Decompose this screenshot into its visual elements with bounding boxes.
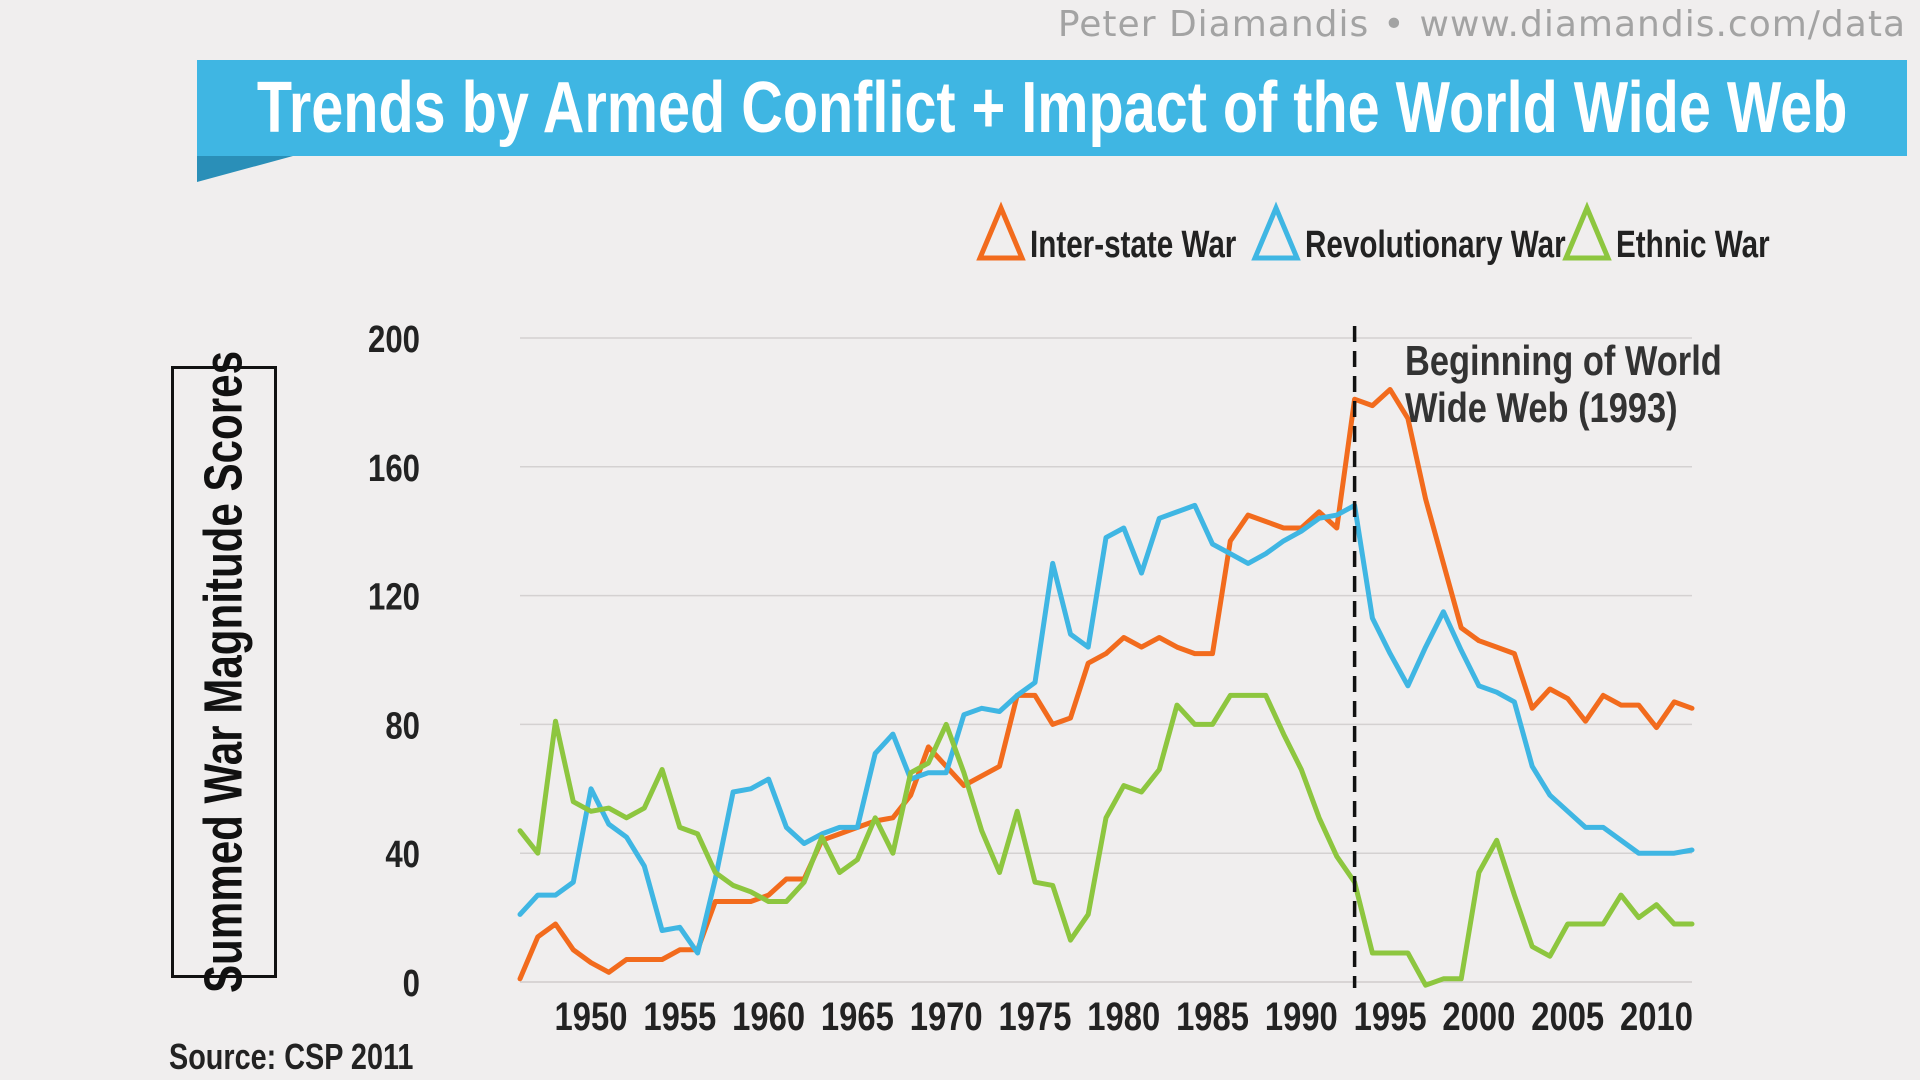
legend-label-revolutionary-war: Revolutionary War (1305, 224, 1566, 266)
legend-marker-revolutionary-war-icon (1251, 201, 1301, 261)
x-tick-label-2010: 2010 (1620, 994, 1693, 1039)
legend-item-revolutionary-war: Revolutionary War (1251, 201, 1566, 266)
x-tick-label-1975: 1975 (998, 994, 1071, 1039)
source-note: Source: CSP 2011 (169, 1036, 414, 1077)
x-tick-label-1980: 1980 (1087, 994, 1160, 1039)
y-tick-label-120: 120 (368, 577, 420, 619)
x-tick-label-1995: 1995 (1354, 994, 1427, 1039)
series-line-ethnic-war (517, 692, 1695, 988)
y-tick-label-80: 80 (385, 706, 420, 748)
separator-dot: • (1383, 4, 1406, 45)
legend-marker-ethnic-war-icon (1562, 201, 1612, 261)
x-tick-label-1955: 1955 (643, 994, 716, 1039)
x-tick-label-1960: 1960 (732, 994, 805, 1039)
annotation-line1: Beginning of World (1405, 338, 1722, 385)
annotation-line2: Wide Web (1993) (1405, 385, 1678, 432)
credit-line: Peter Diamandis • www.diamandis.com/data (1058, 4, 1906, 45)
x-tick-label-1970: 1970 (910, 994, 983, 1039)
x-tick-label-1990: 1990 (1265, 994, 1338, 1039)
x-tick-label-1985: 1985 (1176, 994, 1249, 1039)
chart-title: Trends by Armed Conflict + Impact of the… (256, 68, 1848, 148)
series-line-inter-state-war (517, 387, 1695, 982)
legend-label-inter-state-war: Inter-state War (1030, 224, 1236, 266)
website-url: www.diamandis.com/data (1419, 4, 1906, 45)
x-tick-label-1950: 1950 (555, 994, 628, 1039)
y-tick-label-0: 0 (403, 963, 420, 1005)
y-tick-label-40: 40 (385, 834, 420, 876)
title-banner: Trends by Armed Conflict + Impact of the… (197, 60, 1907, 156)
legend-item-ethnic-war: Ethnic War (1562, 201, 1770, 266)
y-axis-label-box: Summed War Magnitude Scores (171, 351, 277, 993)
series-line-revolutionary-war (517, 502, 1695, 956)
legend-item-inter-state-war: Inter-state War (976, 201, 1236, 266)
x-tick-label-2000: 2000 (1442, 994, 1515, 1039)
legend-marker-inter-state-war-icon (976, 201, 1026, 261)
y-tick-label-160: 160 (368, 448, 420, 490)
legend-label-ethnic-war: Ethnic War (1616, 224, 1770, 266)
x-tick-label-2005: 2005 (1531, 994, 1604, 1039)
x-tick-label-1965: 1965 (821, 994, 894, 1039)
y-tick-label-200: 200 (368, 319, 420, 361)
author-name: Peter Diamandis (1057, 4, 1370, 45)
